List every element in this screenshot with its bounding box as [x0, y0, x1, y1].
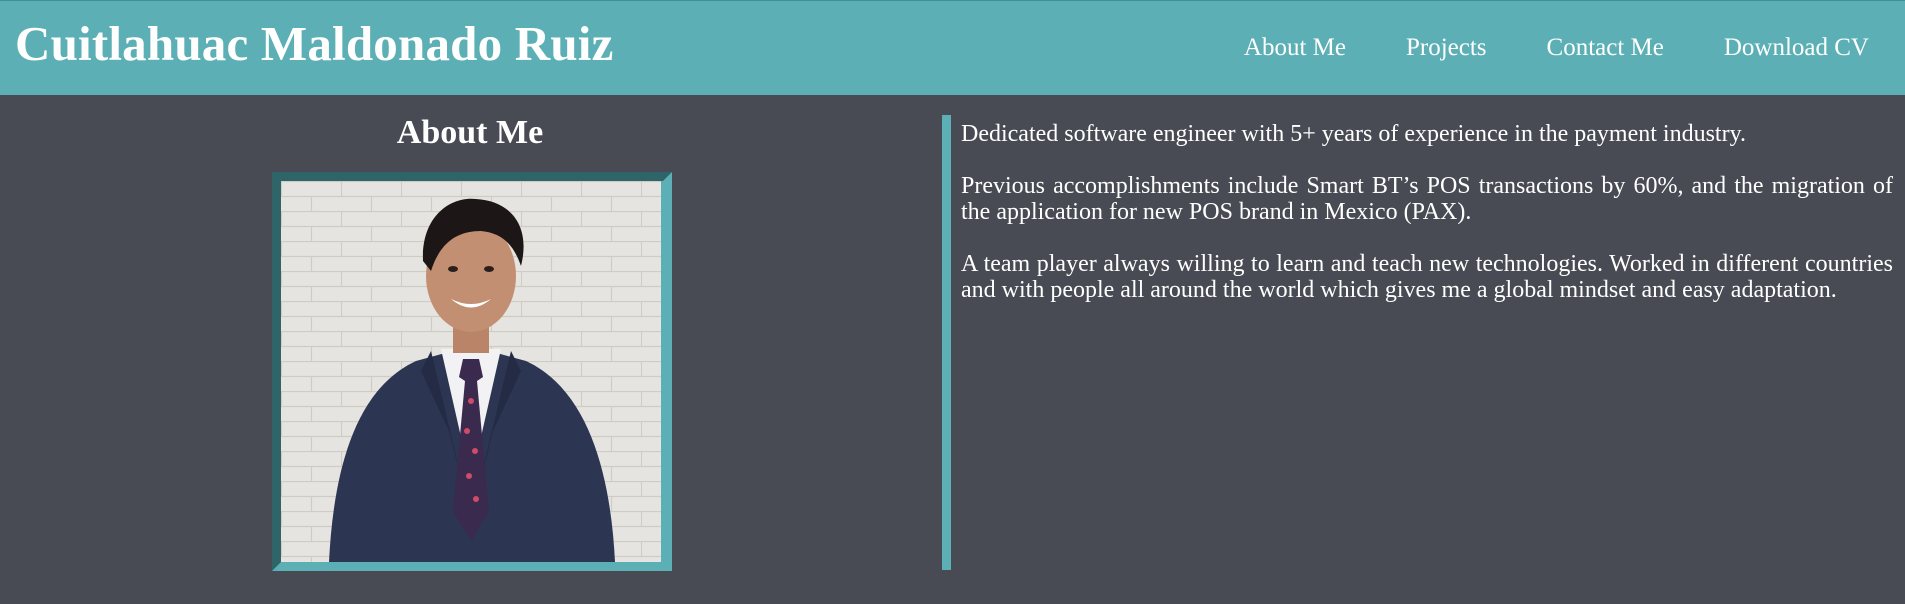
bio-paragraph-3: A team player always willing to learn an…: [961, 251, 1893, 303]
about-bio: Dedicated software engineer with 5+ year…: [961, 121, 1893, 329]
about-photo-column: About Me: [0, 95, 940, 604]
bio-paragraph-1: Dedicated software engineer with 5+ year…: [961, 121, 1747, 147]
portrait-photo: [281, 181, 661, 562]
nav-link-download-cv[interactable]: Download CV: [1723, 34, 1869, 61]
nav-link-projects[interactable]: Projects: [1405, 34, 1487, 61]
portrait-illustration: [281, 181, 661, 562]
nav-link-about-me[interactable]: About Me: [1243, 34, 1346, 61]
about-heading: About Me: [396, 114, 544, 151]
section-divider: [942, 115, 951, 570]
nav-link-contact-me[interactable]: Contact Me: [1546, 34, 1664, 61]
photo-frame: [272, 172, 672, 571]
bio-paragraph-2: Previous accomplishments include Smart B…: [961, 173, 1893, 225]
main-nav: About Me Projects Contact Me Download CV: [1184, 31, 1869, 65]
site-header: Cuitlahuac Maldonado Ruiz About Me Proje…: [0, 0, 1905, 95]
site-title: Cuitlahuac Maldonado Ruiz: [15, 16, 614, 71]
